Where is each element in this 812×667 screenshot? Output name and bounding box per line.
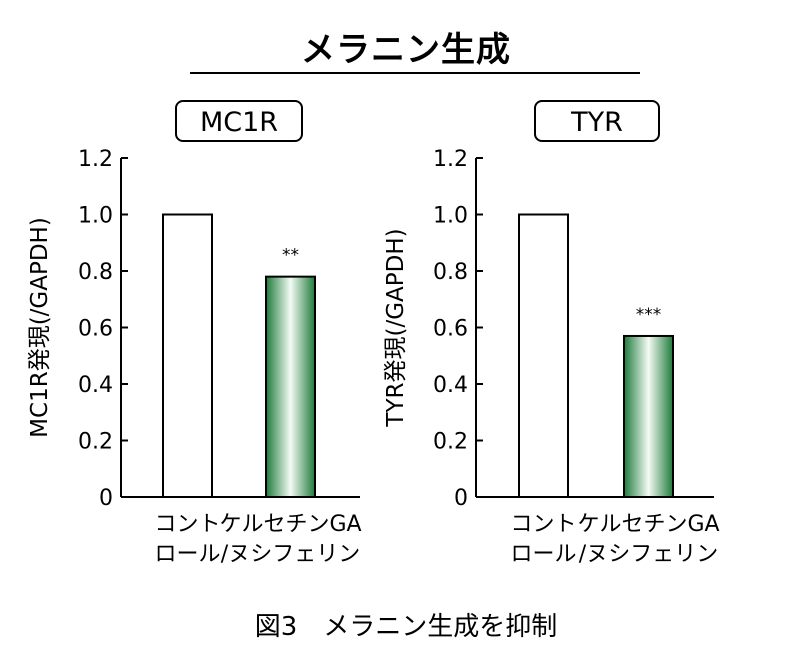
figure-heading: メラニン生成 xyxy=(301,30,511,70)
figure-caption: 図3 メラニン生成を抑制 xyxy=(254,612,558,642)
y-tick-label: 0.8 xyxy=(78,260,113,285)
panel-label-text: MC1R xyxy=(200,107,278,138)
bar-treatment xyxy=(265,275,316,498)
significance-mark: ** xyxy=(282,246,299,266)
panel-label: MC1R xyxy=(175,100,303,142)
x-category-label: コントロール xyxy=(510,512,576,567)
bar-control xyxy=(162,213,213,498)
x-category-label: ケルセチンGA/ヌシフェリン xyxy=(219,512,361,567)
y-tick-label: 0.8 xyxy=(433,260,468,285)
y-tick-label: 0 xyxy=(454,486,468,511)
y-tick-label: 0.4 xyxy=(433,373,468,398)
x-category-label: コントロール xyxy=(154,512,220,567)
panel-label-text: TYR xyxy=(570,107,623,138)
y-axis-label: MC1R発現(/GAPDH) xyxy=(27,217,53,438)
heading-underline xyxy=(190,72,640,74)
y-tick-label: 0.4 xyxy=(78,373,113,398)
y-tick-label: 1.0 xyxy=(78,204,113,229)
y-tick-label: 1.2 xyxy=(433,147,468,172)
y-tick-label: 0.6 xyxy=(433,317,468,342)
y-axis-label: TYR発現(/GAPDH) xyxy=(383,228,409,427)
bar-treatment xyxy=(623,334,674,498)
y-tick-label: 0 xyxy=(99,486,113,511)
panel-label-box xyxy=(534,100,660,142)
y-tick-label: 0.2 xyxy=(78,430,113,455)
significance-mark: *** xyxy=(636,305,662,325)
panel-label-box xyxy=(175,100,303,142)
y-tick-label: 1.0 xyxy=(433,204,468,229)
y-tick-label: 1.2 xyxy=(78,147,113,172)
x-category-label: ケルセチンGA/ヌシフェリン xyxy=(577,512,719,567)
y-tick-label: 0.2 xyxy=(433,430,468,455)
bar-control xyxy=(518,213,569,498)
y-tick-label: 0.6 xyxy=(78,317,113,342)
panel-label: TYR xyxy=(534,100,660,142)
